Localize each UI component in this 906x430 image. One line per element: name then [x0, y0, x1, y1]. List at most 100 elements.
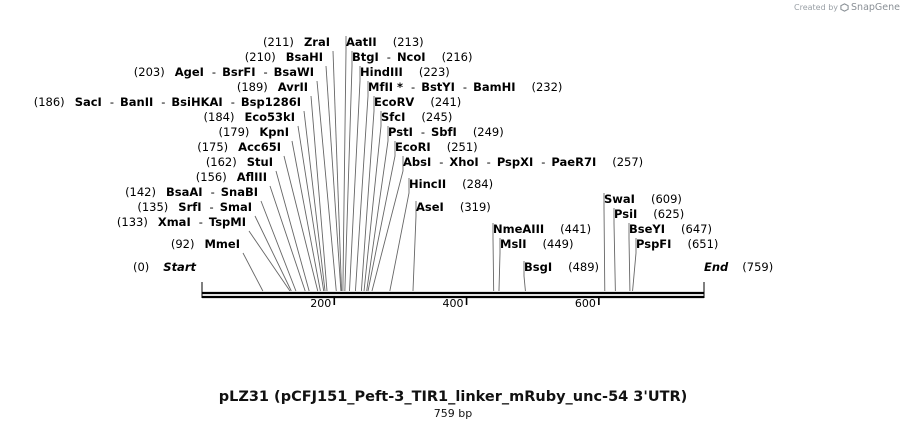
site-leader — [363, 111, 382, 292]
enzyme-name: BsaAI — [166, 185, 203, 199]
site-label: PspFI (651) — [636, 237, 718, 251]
enzyme-name: SnaBI — [221, 185, 258, 199]
site-position: (441) — [560, 222, 591, 236]
start-label: (0) Start — [133, 260, 197, 274]
site-label: (92) MmeI — [171, 237, 240, 251]
enzyme-name: NmeAIII — [493, 222, 544, 236]
site-position: (213) — [393, 35, 424, 49]
axis-tick-label: 200 — [310, 297, 331, 310]
site-label: BsgI (489) — [524, 260, 599, 274]
site-leader — [360, 96, 375, 292]
site-position: (609) — [651, 192, 682, 206]
site-label: (142) BsaAI - SnaBI — [125, 185, 258, 199]
site-label: HindIII (223) — [360, 65, 450, 79]
site-leader — [523, 261, 526, 292]
enzyme-name: EcoRV — [374, 95, 414, 109]
enzyme-name: SbfI — [431, 125, 457, 139]
snapgene-brand-name: SnapGene — [851, 2, 900, 13]
site-position: (232) — [531, 80, 562, 94]
site-leader — [354, 81, 369, 292]
site-leader — [389, 178, 410, 292]
site-leader — [248, 230, 291, 292]
site-position: (257) — [612, 155, 643, 169]
restriction-map: (0) Start End (759)(92) MmeI(133) XmaI - TspMI(… — [34, 35, 773, 310]
enzyme-name: SwaI — [604, 192, 635, 206]
end-label: End (759) — [704, 260, 773, 274]
site-label: (184) Eco53kI — [204, 110, 295, 124]
snapgene-logo-icon — [840, 3, 849, 12]
site-position: (249) — [473, 125, 504, 139]
enzyme-name: Bsp1286I — [241, 95, 301, 109]
site-position: (186) — [34, 95, 65, 109]
site-leader — [492, 223, 495, 292]
enzyme-name: HincII — [409, 177, 446, 191]
site-leader — [371, 156, 404, 292]
enzyme-name: AbsI — [403, 155, 431, 169]
enzyme-separator: - — [411, 80, 415, 94]
site-leader — [310, 95, 328, 292]
enzyme-name: BseYI — [629, 222, 665, 236]
site-position: (489) — [568, 260, 599, 274]
created-by-label: Created by — [794, 3, 839, 12]
site-label: MfII * - BstYI - BamHI (232) — [368, 80, 562, 94]
enzyme-separator: - — [211, 185, 215, 199]
site-leader — [632, 238, 637, 292]
site-leader — [242, 252, 264, 292]
enzyme-separator: - — [387, 50, 391, 64]
site-position: (179) — [218, 125, 249, 139]
site-position: (92) — [171, 237, 195, 251]
enzyme-name: BsgI — [524, 260, 552, 274]
site-label: BtgI - NcoI (216) — [352, 50, 473, 64]
site-label: EcoRI (251) — [395, 140, 478, 154]
enzyme-name: BtgI — [352, 50, 379, 64]
site-position: (189) — [237, 80, 268, 94]
enzyme-name: AatII — [346, 35, 377, 49]
enzyme-name: BsrFI — [222, 65, 255, 79]
site-label: (210) BsaHI — [245, 50, 323, 64]
site-label: (179) KpnI — [218, 125, 289, 139]
site-leader — [332, 50, 343, 292]
site-label: SwaI (609) — [604, 192, 682, 206]
site-position: (216) — [442, 50, 473, 64]
enzyme-name: StuI — [247, 155, 273, 169]
site-label: AbsI - XhoI - PspXI - PaeR7I (257) — [403, 155, 643, 169]
site-position: (647) — [681, 222, 712, 236]
site-label: EcoRV (241) — [374, 95, 461, 109]
enzyme-name: MslI — [500, 237, 527, 251]
site-position: (211) — [263, 35, 294, 49]
start-name: Start — [163, 260, 196, 274]
enzyme-name: Acc65I — [238, 140, 281, 154]
enzyme-name: PaeR7I — [551, 155, 596, 169]
end-name: End — [704, 260, 729, 274]
site-leader — [366, 126, 389, 292]
enzyme-name: BsaHI — [286, 50, 323, 64]
site-position: (251) — [447, 140, 478, 154]
site-leader — [260, 200, 297, 292]
axis-ticks: 200 400 600 — [310, 297, 600, 310]
site-label: NmeAIII (441) — [493, 222, 591, 236]
site-leader — [367, 141, 396, 292]
site-position: (133) — [117, 215, 148, 229]
sequence-backbone — [201, 282, 705, 299]
site-position: (651) — [687, 237, 718, 251]
site-position: (210) — [245, 50, 276, 64]
site-position: (184) — [204, 110, 235, 124]
enzyme-name: HindIII — [360, 65, 403, 79]
site-label: MslI (449) — [500, 237, 573, 251]
site-label: (186) SacI - BanII - BsiHKAI - Bsp1286I — [34, 95, 301, 109]
site-position: (625) — [653, 207, 684, 221]
site-position: (223) — [419, 65, 450, 79]
enzyme-name: BstYI — [421, 80, 455, 94]
enzyme-name: AgeI — [175, 65, 204, 79]
enzyme-name: XmaI — [158, 215, 191, 229]
end-position: (759) — [742, 260, 773, 274]
site-position: (135) — [137, 200, 168, 214]
enzyme-separator: - — [199, 215, 203, 229]
enzyme-name: ZraI — [304, 35, 330, 49]
site-leader — [254, 215, 292, 292]
enzyme-name: KpnI — [259, 125, 289, 139]
enzyme-separator: - — [231, 95, 235, 109]
enzyme-name: SrfI — [178, 200, 201, 214]
site-label: AseI (319) — [416, 200, 491, 214]
plasmid-length: 759 bp — [433, 407, 473, 420]
